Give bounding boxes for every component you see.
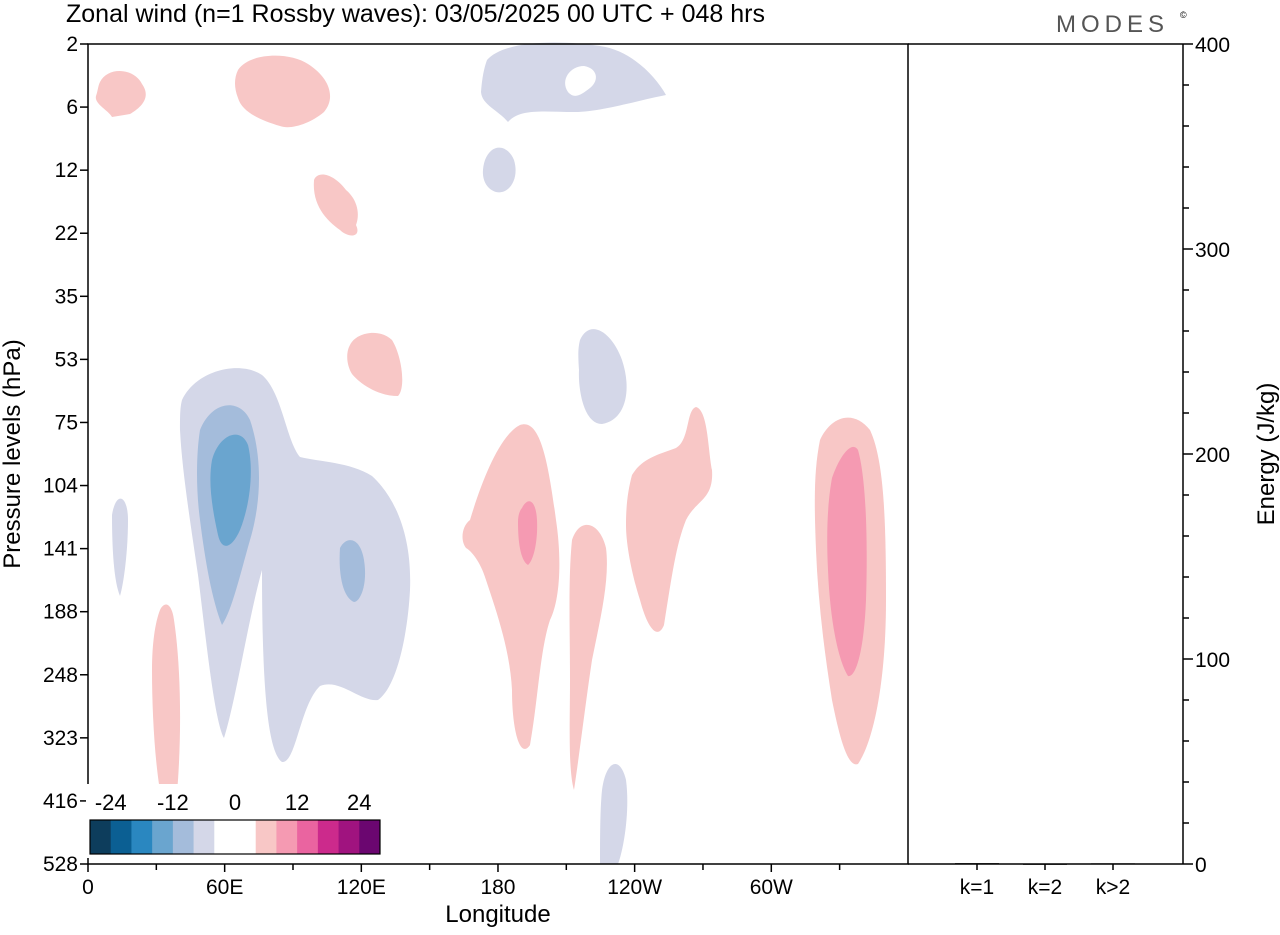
category-label: k>2 <box>1096 876 1130 899</box>
colorbar-swatch <box>297 820 319 854</box>
colorbar-swatch <box>255 820 277 854</box>
x-axis-label: Longitude <box>445 901 550 928</box>
energy-tick-label: 0 <box>1195 854 1207 877</box>
x-tick-label: 60W <box>750 876 793 899</box>
colorbar-frame <box>89 819 381 855</box>
colorbar-swatch <box>193 820 215 854</box>
x-tick-label: 120E <box>337 876 386 899</box>
y-tick-label: 416 <box>43 790 78 813</box>
y-tick-label: 188 <box>43 601 78 624</box>
chart-title: Zonal wind (n=1 Rossby waves): 03/05/202… <box>66 0 765 28</box>
colorbar-swatch <box>110 820 132 854</box>
modes-logo: MODES <box>1056 11 1169 38</box>
colorbar-tick-label: -24 <box>95 790 127 815</box>
colorbar-swatch <box>214 820 236 854</box>
x-tick-label: 60E <box>206 876 243 899</box>
y-axis-label: Pressure levels (hPa) <box>0 339 26 568</box>
y-tick-label: 53 <box>55 348 78 371</box>
y-tick-label: 104 <box>43 475 78 498</box>
energy-tick-label: 200 <box>1195 444 1230 467</box>
x-tick-label: 120W <box>607 876 662 899</box>
contour-neg-mid-small <box>339 540 366 602</box>
energy-tick-label: 100 <box>1195 649 1230 672</box>
contour-pos-mid-b <box>827 446 867 677</box>
colorbar-tick-label: 24 <box>347 790 371 815</box>
contour-neg-strong-core <box>210 434 251 546</box>
contour-neg-weak-bottom <box>600 763 628 864</box>
colorbar-tick-label: 0 <box>229 790 241 815</box>
contour-neg-weak-mid <box>578 329 627 424</box>
x-tick-label: 0 <box>82 876 94 899</box>
category-label: k=2 <box>1028 876 1062 899</box>
contour-pos-weak-f <box>569 524 607 790</box>
contour-pos-weak-e <box>462 424 560 749</box>
colorbar-swatch <box>152 820 174 854</box>
colorbar-tick-label: 12 <box>285 790 309 815</box>
colorbar-swatch <box>359 820 381 854</box>
y-tick-label: 528 <box>43 853 78 876</box>
colorbar-swatch <box>276 820 298 854</box>
energy-tick-label: 400 <box>1195 34 1230 57</box>
y-tick-label: 2 <box>66 33 78 56</box>
contour-pos-weak-i <box>152 604 181 816</box>
category-label: k=1 <box>960 876 994 899</box>
energy-bar <box>1091 863 1135 865</box>
y-tick-label: 248 <box>43 664 78 687</box>
colorbar-swatch <box>90 820 112 854</box>
logo-mark: © <box>1180 10 1187 20</box>
energy-bar <box>955 863 999 865</box>
energy-axis-label: Energy (J/kg) <box>1253 383 1280 526</box>
y-tick-label: 35 <box>55 285 78 308</box>
y-axis-ticks: 2 6 12 22 35 53 75 104 141 188 248 323 416 528 <box>43 33 88 876</box>
contour-pos-weak-c <box>313 174 358 236</box>
contour-field <box>95 42 886 864</box>
y-tick-label: 22 <box>55 222 78 245</box>
y-tick-label: 323 <box>43 727 78 750</box>
contour-neg-weak-left <box>112 498 128 596</box>
y-tick-label: 12 <box>55 159 78 182</box>
x-axis-ticks: 0 60E 120E 180 120W 60W <box>82 864 841 899</box>
energy-axis-ticks: 0 100 200 300 400 <box>1183 34 1230 877</box>
colorbar-swatch <box>131 820 153 854</box>
contour-pos-mid-a <box>518 501 538 565</box>
contour-pos-weak-a <box>95 70 146 117</box>
y-tick-label: 75 <box>55 411 78 434</box>
contour-neg-weak-dot <box>482 147 516 193</box>
y-tick-label: 141 <box>43 538 78 561</box>
contour-pos-weak-g <box>626 407 713 632</box>
contour-pos-weak-b <box>235 55 331 128</box>
colorbar-swatch <box>317 820 340 854</box>
energy-category-labels: k=1 k=2 k>2 <box>960 864 1130 899</box>
colorbar-swatch <box>338 820 360 854</box>
colorbar-swatch <box>172 820 195 854</box>
y-tick-label: 6 <box>66 96 78 119</box>
colorbar-swatch <box>235 820 257 854</box>
contour-hole <box>565 66 596 96</box>
contour-pos-weak-d <box>347 332 403 396</box>
colorbar <box>86 784 384 858</box>
energy-tick-label: 300 <box>1195 239 1230 262</box>
colorbar-tick-label: -12 <box>157 790 189 815</box>
x-tick-label: 180 <box>480 876 515 899</box>
colorbar-labels: -24 -12 0 12 24 <box>95 790 372 815</box>
